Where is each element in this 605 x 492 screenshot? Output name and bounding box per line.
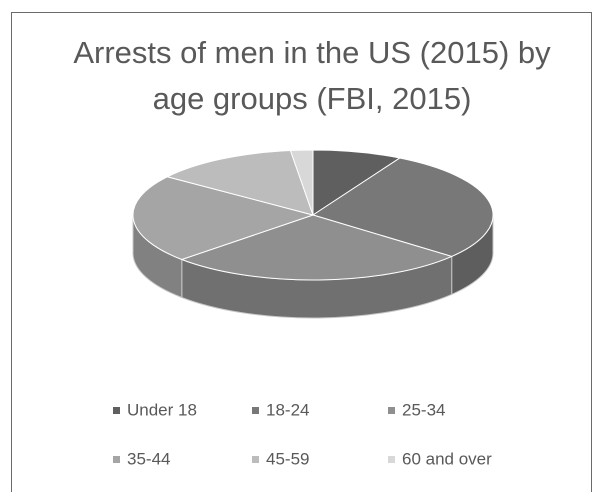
- legend-swatch: [388, 456, 395, 463]
- slice: [132, 176, 315, 261]
- legend-label: 25-34: [402, 400, 445, 419]
- legend-swatch: [388, 407, 395, 414]
- slice: [180, 214, 454, 281]
- legend-label: 45-59: [266, 449, 309, 468]
- slice: [165, 149, 314, 216]
- legend-swatch: [252, 456, 259, 463]
- legend-label: Under 18: [127, 400, 197, 419]
- legend-label: 35-44: [127, 449, 170, 468]
- slice: [312, 149, 402, 216]
- chart-frame: [11, 12, 592, 492]
- slice: [289, 149, 314, 216]
- legend-swatch: [252, 407, 259, 414]
- legend-label: 60 and over: [402, 449, 492, 468]
- slice: [311, 157, 494, 257]
- legend-swatch: [113, 407, 120, 414]
- legend-swatch: [113, 456, 120, 463]
- chart-title: Arrests of men in the US (2015) by age g…: [73, 35, 551, 116]
- legend-label: 18-24: [266, 400, 309, 419]
